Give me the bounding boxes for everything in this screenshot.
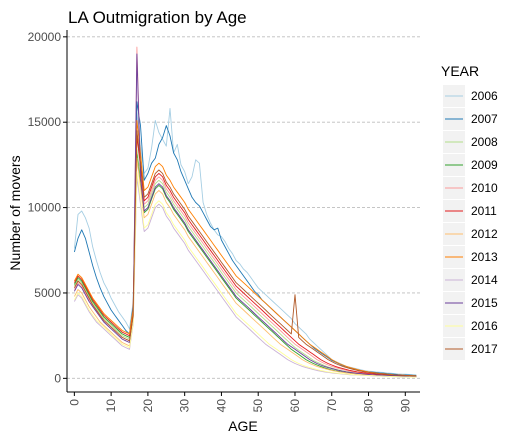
x-tick-label-3: 30 [178,399,192,413]
legend-label-2015: 2015 [471,296,498,310]
x-tick-label-0: 0 [67,399,81,406]
legend-item-2006: 2006 [443,85,498,107]
legend-label-2006: 2006 [471,89,498,103]
series-lines [73,46,417,378]
legend-title: YEAR [441,63,479,79]
y-axis-label: Number of movers [7,155,23,270]
y-axis-ticks: 0 5000 10000 15000 20000 [28,30,67,385]
series-line-2006 [73,108,417,376]
series-line-2009 [74,154,417,378]
legend-item-2007: 2007 [443,108,498,130]
legend-item-2012: 2012 [443,223,498,245]
x-tick-label-2: 20 [141,399,155,413]
x-tick-label-6: 60 [288,399,302,413]
series-line-2014 [74,176,417,378]
legend-label-2007: 2007 [471,112,498,126]
legend: 2006 2007 2008 2009 2010 2011 2012 2013 2014 2015… [443,85,498,360]
series-line-2007 [73,101,417,376]
x-tick-label-4: 40 [214,399,228,413]
chart-title: LA Outmigration by Age [68,8,247,27]
legend-item-2008: 2008 [443,131,498,153]
series-line-2017 [74,130,417,377]
x-tick-label-5: 50 [251,399,265,413]
y-tick-label-2: 10000 [28,201,62,215]
legend-label-2008: 2008 [471,135,498,149]
series-line-2012 [74,157,417,378]
x-tick-label-1: 10 [104,399,118,413]
legend-label-2010: 2010 [471,181,498,195]
x-axis-label: AGE [228,418,258,434]
legend-item-2011: 2011 [443,200,497,222]
legend-label-2014: 2014 [471,273,498,287]
grid-lines [67,36,420,379]
legend-item-2014: 2014 [443,269,498,291]
legend-label-2012: 2012 [471,227,498,241]
series-line-2016 [74,171,417,378]
legend-label-2016: 2016 [471,319,498,333]
x-tick-label-7: 70 [325,399,339,413]
y-tick-label-3: 15000 [28,115,62,129]
x-tick-label-9: 90 [398,399,412,413]
x-tick-label-8: 80 [362,399,376,413]
legend-item-2017: 2017 [443,338,498,360]
series-line-2008 [74,149,417,378]
series-line-2011 [74,135,417,377]
series-line-2015 [74,53,417,378]
legend-item-2016: 2016 [443,315,498,337]
series-line-2010 [74,46,417,377]
x-axis-ticks: 0 10 20 30 40 50 60 70 80 90 [67,392,412,412]
y-tick-label-1: 5000 [34,286,61,300]
series-line-2013 [74,120,417,377]
legend-item-2010: 2010 [443,177,498,199]
legend-item-2009: 2009 [443,154,498,176]
legend-item-2015: 2015 [443,292,498,314]
legend-label-2013: 2013 [471,250,498,264]
y-tick-label-4: 20000 [28,30,62,44]
legend-label-2011: 2011 [471,204,497,218]
legend-label-2009: 2009 [471,158,498,172]
legend-item-2013: 2013 [443,246,498,268]
y-tick-label-0: 0 [54,371,61,385]
legend-label-2017: 2017 [471,342,498,356]
